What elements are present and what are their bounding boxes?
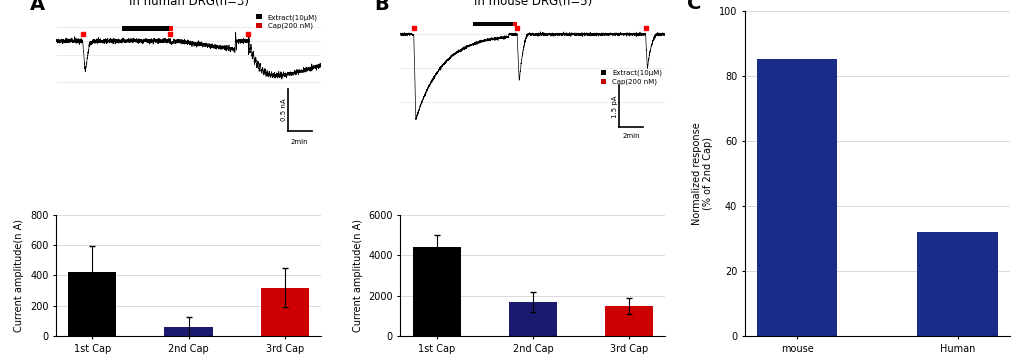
Bar <box>68 272 116 336</box>
Legend: Extract(10μM), Cap(200 nM): Extract(10μM), Cap(200 nM) <box>256 14 317 29</box>
Bar <box>916 232 997 336</box>
Text: 0.5 nA: 0.5 nA <box>280 99 286 121</box>
Bar <box>604 306 653 336</box>
Bar <box>756 59 837 336</box>
Bar <box>508 302 556 336</box>
Bar <box>412 247 461 336</box>
Bar <box>164 327 212 336</box>
Text: 1.5 pA: 1.5 pA <box>611 95 618 118</box>
Text: 2min: 2min <box>622 132 639 138</box>
Text: 2min: 2min <box>290 139 309 145</box>
Bar <box>261 288 309 336</box>
Y-axis label: Normalized response
(% of 2nd Cap): Normalized response (% of 2nd Cap) <box>691 122 712 225</box>
Y-axis label: Current amplitude(n A): Current amplitude(n A) <box>353 219 363 332</box>
Text: A: A <box>30 0 45 13</box>
Text: B: B <box>374 0 388 13</box>
Y-axis label: Current amplitude(n A): Current amplitude(n A) <box>14 219 24 332</box>
Text: C: C <box>686 0 700 13</box>
Title: In human DRG(n=3): In human DRG(n=3) <box>128 0 249 8</box>
Title: In mouse DRG(n=5): In mouse DRG(n=5) <box>474 0 591 8</box>
Legend: Extract(10μM), Cap(200 nM): Extract(10μM), Cap(200 nM) <box>600 70 661 85</box>
